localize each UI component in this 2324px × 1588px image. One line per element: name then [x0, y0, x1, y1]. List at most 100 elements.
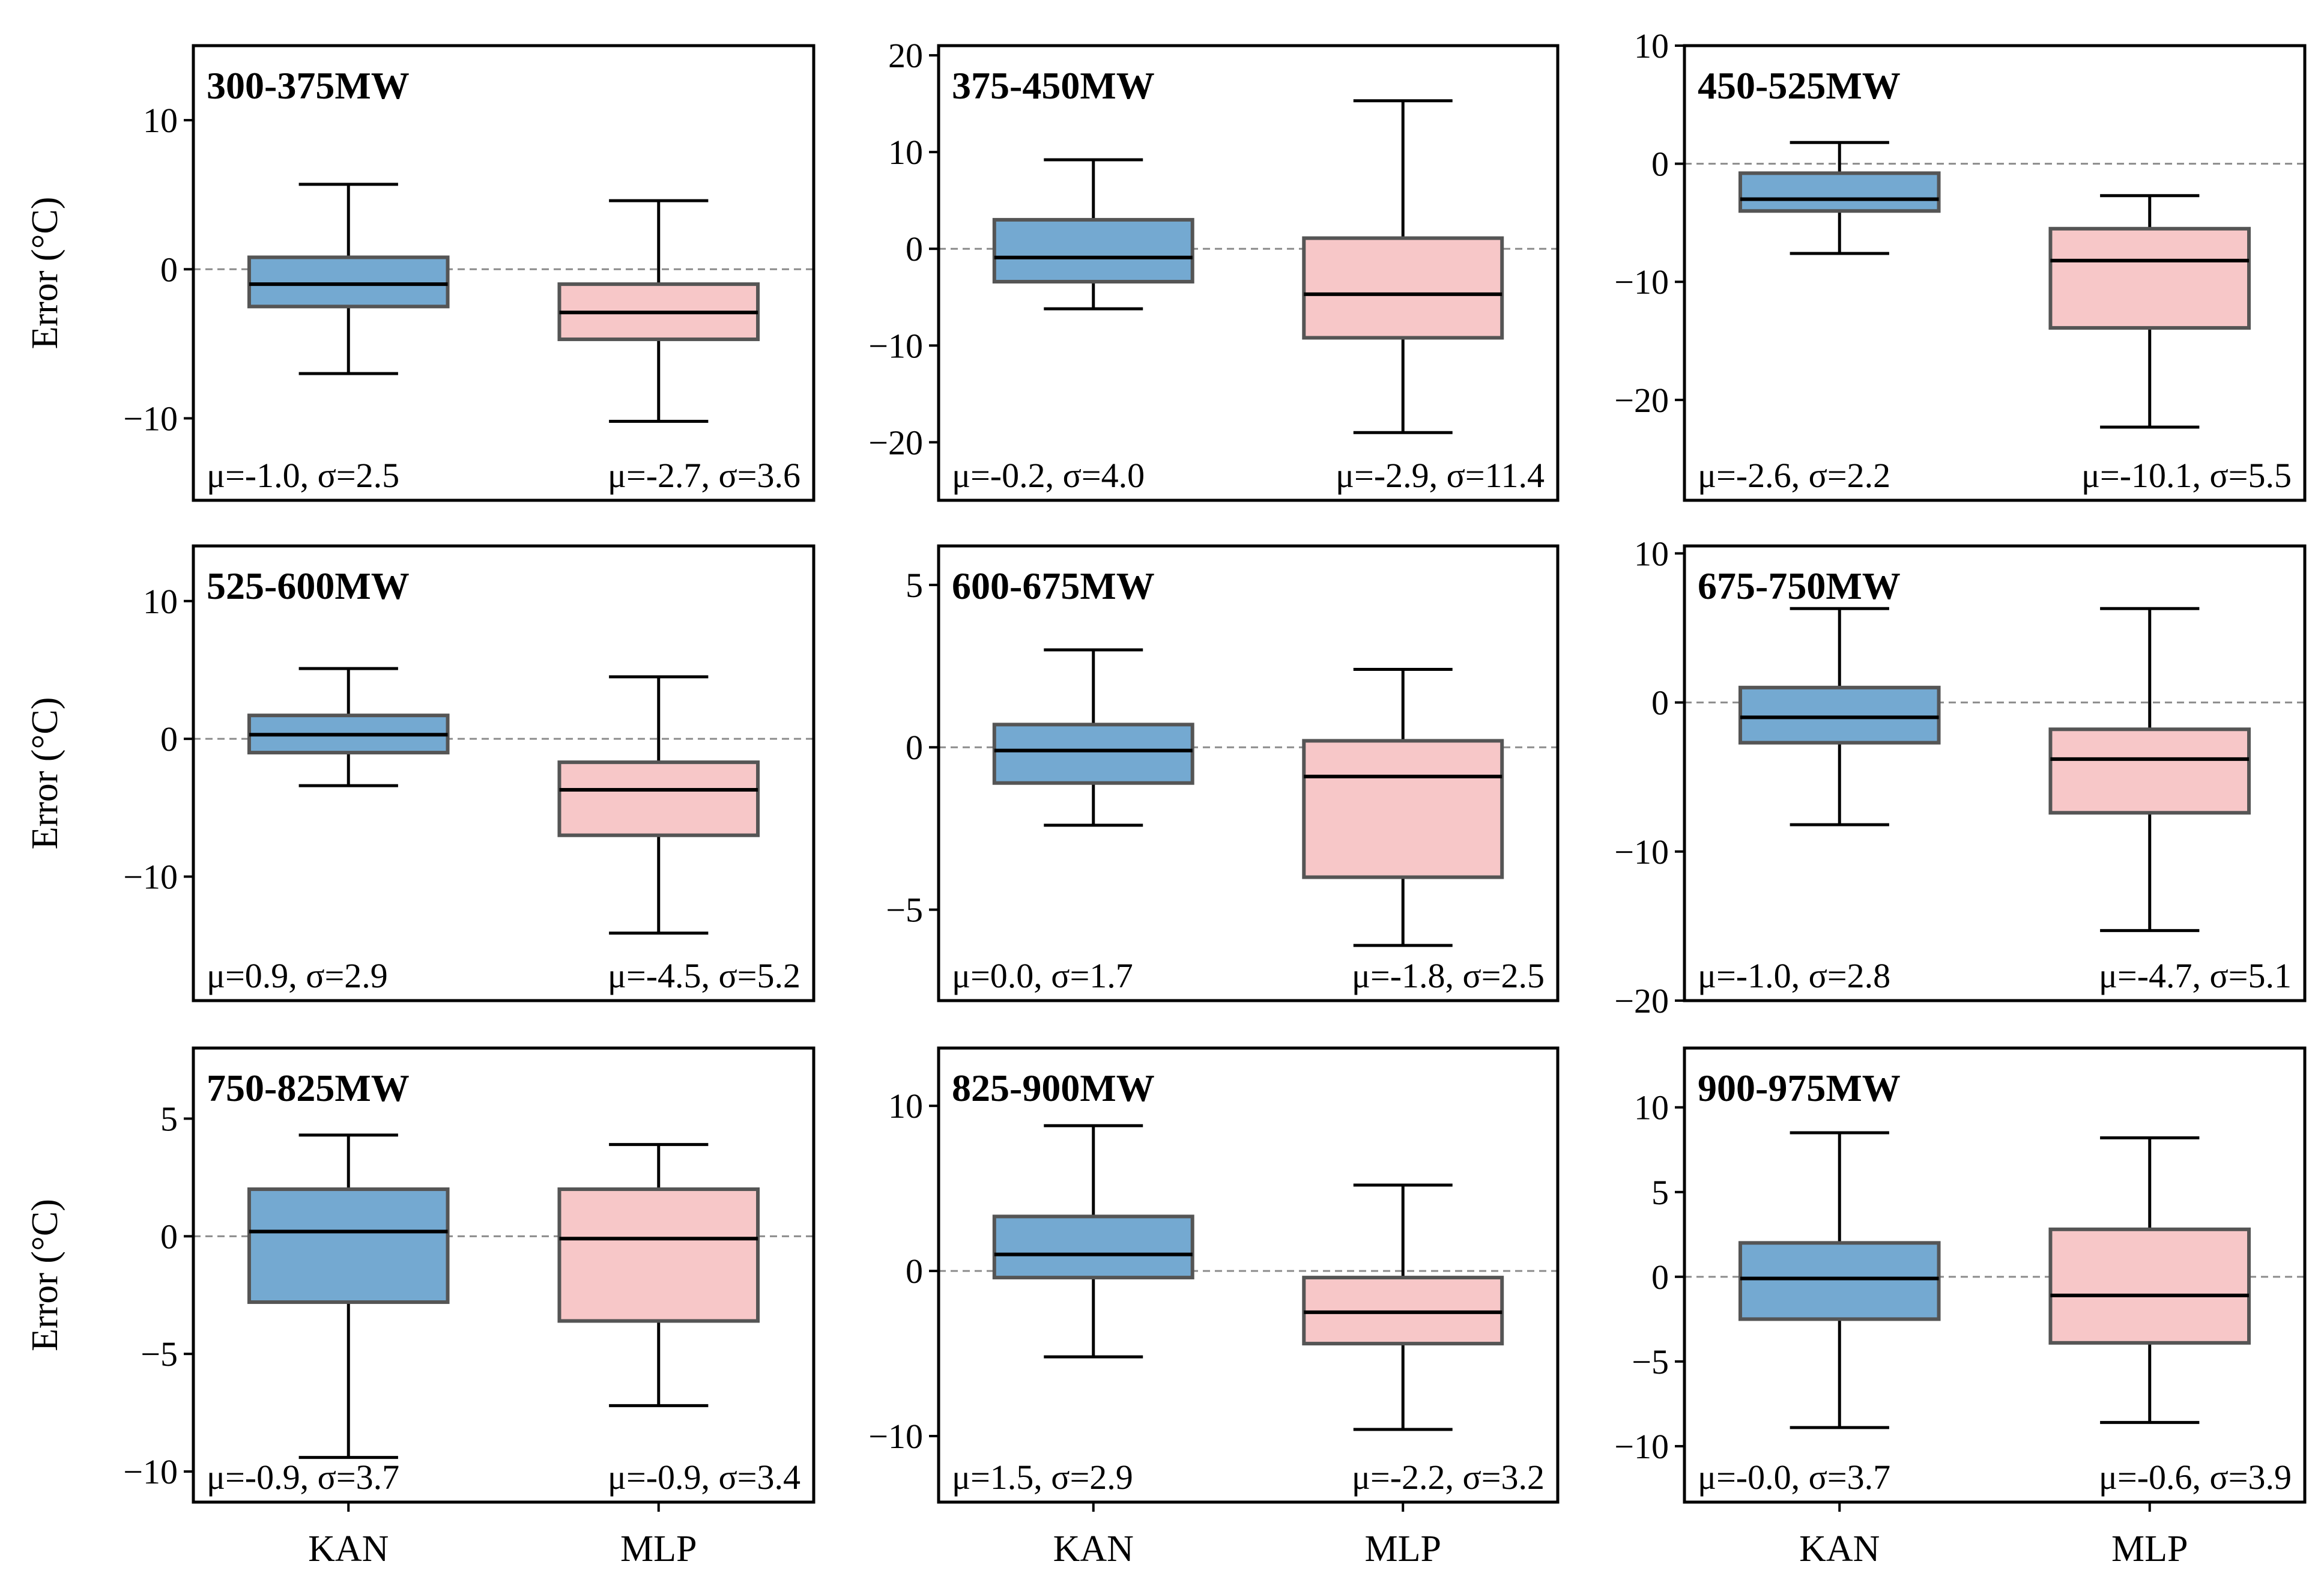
y-tick-label: −10 — [123, 1452, 178, 1491]
x-tick-label-mlp: MLP — [620, 1529, 697, 1569]
iqr-box — [992, 1214, 1194, 1280]
y-tick-label: −10 — [123, 858, 178, 897]
y-tick-label: −20 — [868, 423, 923, 462]
panel-frame — [1683, 44, 2307, 502]
box-kan — [992, 1124, 1194, 1359]
stats-label-kan: μ=-0.9, σ=3.7 — [207, 1458, 399, 1497]
y-tick-label: 0 — [906, 1252, 923, 1291]
box-kan — [247, 1133, 450, 1459]
stats-label-kan: μ=-1.0, σ=2.8 — [1698, 956, 1890, 995]
iqr-box — [2048, 1227, 2251, 1345]
box-kan — [247, 183, 450, 375]
panel-frame — [192, 1046, 816, 1504]
y-tick-label: 10 — [1634, 1088, 1669, 1127]
iqr-box — [1302, 236, 1504, 340]
y-tick-label: 5 — [1651, 1173, 1669, 1212]
y-tick-label: −20 — [1614, 981, 1669, 1020]
y-tick-label: 10 — [143, 582, 178, 621]
panel-600-675MW: μ=0.0, σ=1.7 μ=-1.8, σ=2.5 600-675MW 5 0 −5 — [886, 544, 1560, 1002]
y-tick-label: −10 — [868, 326, 923, 365]
panel-frame — [192, 44, 816, 502]
panel-525-600MW: μ=0.9, σ=2.9 μ=-4.5, σ=5.2 525-600MW 10 0 −10… — [25, 544, 816, 1002]
x-tick-label-kan: KAN — [1799, 1529, 1880, 1569]
y-tick-label: 0 — [1651, 683, 1669, 723]
box-mlp — [557, 1143, 760, 1407]
y-tick-label: 10 — [1634, 534, 1669, 573]
y-tick-label: 20 — [888, 36, 923, 75]
box-kan — [992, 648, 1194, 827]
y-tick-label: −10 — [123, 399, 178, 438]
panel-frame — [937, 44, 1560, 502]
iqr-box — [992, 723, 1194, 785]
stats-label-kan: μ=0.0, σ=1.7 — [952, 956, 1133, 995]
panel-title: 525-600MW — [207, 565, 410, 607]
stats-label-kan: μ=-1.0, σ=2.5 — [207, 456, 399, 495]
stats-label-mlp: μ=-10.1, σ=5.5 — [2081, 456, 2292, 495]
y-tick-label: −5 — [886, 891, 923, 930]
panel-frame — [192, 544, 816, 1002]
iqr-box — [1738, 171, 1941, 213]
y-tick-label: −10 — [868, 1417, 923, 1456]
stats-label-mlp: μ=-4.5, σ=5.2 — [608, 956, 800, 995]
y-tick-label: 5 — [906, 566, 923, 605]
iqr-box — [247, 1187, 450, 1305]
panel-title: 825-900MW — [952, 1067, 1155, 1109]
panel-675-750MW: μ=-1.0, σ=2.8 μ=-4.7, σ=5.1 675-750MW 10 0 −1… — [1614, 534, 2307, 1020]
box-mlp — [2048, 194, 2251, 429]
stats-label-mlp: μ=-0.6, σ=3.9 — [2099, 1458, 2292, 1497]
panel-frame — [1683, 1046, 2307, 1504]
y-tick-label: 0 — [1651, 1258, 1669, 1297]
y-tick-label: −10 — [1614, 262, 1669, 302]
y-tick-label: −5 — [141, 1335, 178, 1374]
box-kan — [1738, 141, 1941, 255]
y-tick-label: 0 — [906, 229, 923, 268]
y-tick-label: 10 — [888, 133, 923, 172]
panel-300-375MW: μ=-1.0, σ=2.5 μ=-2.7, σ=3.6 300-375MW 10 0 −1… — [25, 44, 816, 502]
box-mlp — [2048, 607, 2251, 932]
panel-title: 300-375MW — [207, 64, 410, 107]
stats-label-kan: μ=-0.2, σ=4.0 — [952, 456, 1145, 495]
y-tick-label: −10 — [1614, 832, 1669, 871]
box-kan — [1738, 1131, 1941, 1429]
y-axis-label: Error (°C) — [25, 1199, 65, 1351]
y-axis-label: Error (°C) — [25, 697, 65, 850]
stats-label-kan: μ=-0.0, σ=3.7 — [1698, 1458, 1890, 1497]
stats-label-mlp: μ=-2.9, σ=11.4 — [1336, 456, 1545, 495]
y-tick-label: −5 — [1632, 1342, 1669, 1381]
panel-title: 450-525MW — [1698, 64, 1901, 107]
stats-label-mlp: μ=-4.7, σ=5.1 — [2099, 956, 2292, 995]
x-tick-label-kan: KAN — [1053, 1529, 1134, 1569]
panel-frame — [1683, 544, 2307, 1002]
stats-label-mlp: μ=-2.2, σ=3.2 — [1352, 1458, 1545, 1497]
iqr-box — [1302, 739, 1504, 879]
box-mlp — [2048, 1136, 2251, 1424]
y-tick-label: 0 — [160, 250, 178, 289]
y-tick-label: 0 — [160, 720, 178, 759]
box-kan — [992, 158, 1194, 311]
iqr-box — [1738, 1241, 1941, 1321]
box-mlp — [1302, 1183, 1504, 1431]
box-mlp — [557, 675, 760, 935]
stats-label-kan: μ=-2.6, σ=2.2 — [1698, 456, 1890, 495]
panel-825-900MW: μ=1.5, σ=2.9 μ=-2.2, σ=3.2 825-900MW 10 0 −10… — [868, 1046, 1560, 1569]
iqr-box — [247, 255, 450, 309]
box-kan — [1738, 607, 1941, 826]
stats-label-kan: μ=1.5, σ=2.9 — [952, 1458, 1133, 1497]
box-kan — [247, 667, 450, 787]
box-mlp — [557, 199, 760, 423]
iqr-box — [992, 217, 1194, 283]
x-tick-label-mlp: MLP — [2111, 1529, 2188, 1569]
y-tick-label: 10 — [888, 1086, 923, 1126]
y-tick-label: 0 — [1651, 145, 1669, 184]
panel-title: 900-975MW — [1698, 1067, 1901, 1109]
y-axis-label: Error (°C) — [25, 197, 65, 350]
x-tick-label-kan: KAN — [308, 1529, 389, 1569]
y-tick-label: 0 — [906, 728, 923, 767]
iqr-box — [557, 1187, 760, 1323]
stats-label-kan: μ=0.9, σ=2.9 — [207, 956, 388, 995]
panel-title: 675-750MW — [1698, 565, 1901, 607]
iqr-box — [2048, 727, 2251, 815]
panel-frame — [937, 544, 1560, 1002]
box-mlp — [1302, 667, 1504, 947]
